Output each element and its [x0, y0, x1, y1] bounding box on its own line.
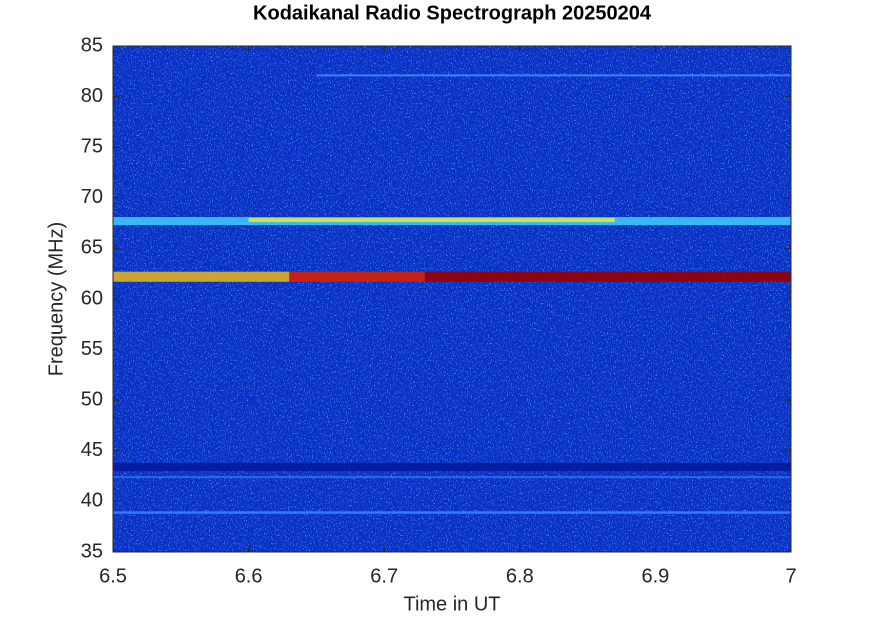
x-tick-label: 6.5	[99, 565, 127, 587]
x-tick-label: 6.8	[506, 565, 534, 587]
x-tick-label: 6.6	[235, 565, 263, 587]
y-tick-label: 45	[81, 439, 103, 461]
y-tick-label: 65	[81, 237, 103, 259]
y-tick-label: 80	[81, 85, 103, 107]
chart-title: Kodaikanal Radio Spectrograph 20250204	[253, 2, 652, 24]
emission-band	[113, 476, 791, 479]
emission-band	[424, 271, 791, 282]
emission-band	[248, 218, 615, 223]
y-tick-label: 40	[81, 490, 103, 512]
emission-band	[113, 271, 290, 282]
x-axis-label: Time in UT	[403, 593, 500, 615]
y-tick-label: 70	[81, 186, 103, 208]
x-tick-label: 7	[785, 565, 796, 587]
y-tick-label: 75	[81, 135, 103, 157]
emission-band	[113, 462, 791, 472]
y-tick-label: 85	[81, 34, 103, 56]
x-tick-label: 6.7	[370, 565, 398, 587]
emission-band	[113, 511, 791, 514]
y-tick-label: 50	[81, 388, 103, 410]
emission-band	[289, 271, 425, 282]
y-tick-label: 60	[81, 287, 103, 309]
y-axis-label: Frequency (MHz)	[45, 222, 67, 376]
x-tick-label: 6.9	[641, 565, 669, 587]
emission-band	[316, 74, 791, 77]
y-tick-label: 55	[81, 338, 103, 360]
y-tick-label: 35	[81, 540, 103, 562]
